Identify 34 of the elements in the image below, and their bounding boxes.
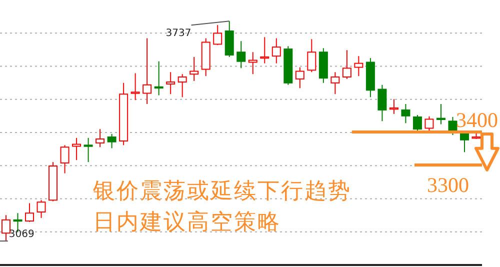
candlestick bbox=[412, 114, 422, 132]
annotation: 3737 bbox=[166, 28, 192, 40]
candlestick bbox=[260, 36, 270, 64]
candlestick bbox=[154, 60, 164, 96]
candlestick bbox=[389, 98, 398, 114]
candlestick bbox=[354, 56, 364, 77]
candlestick bbox=[378, 84, 387, 122]
candlestick bbox=[272, 38, 281, 64]
candlestick bbox=[236, 40, 246, 69]
annotation: 3069 bbox=[8, 229, 34, 240]
candlestick bbox=[213, 24, 222, 46]
candlestick bbox=[130, 72, 140, 101]
candlestick bbox=[142, 38, 152, 105]
candlestick bbox=[84, 137, 93, 163]
candlestick bbox=[224, 20, 234, 58]
candlestick bbox=[96, 128, 105, 148]
candlestick bbox=[190, 56, 199, 82]
candlestick bbox=[448, 116, 458, 136]
candlestick bbox=[60, 144, 70, 174]
candlestick bbox=[342, 50, 352, 80]
candlestick bbox=[25, 202, 34, 222]
candlestick bbox=[36, 200, 46, 218]
candlestick bbox=[307, 38, 316, 73]
candlestick bbox=[295, 66, 304, 89]
candlestick bbox=[166, 72, 176, 95]
candlestick bbox=[401, 104, 410, 124]
candlestick bbox=[330, 72, 340, 95]
annotation: 日内建议高空策略 bbox=[93, 210, 281, 235]
candlestick bbox=[436, 104, 446, 125]
annotation: 银价震荡或延续下行趋势 bbox=[92, 179, 352, 204]
annotation: 3300 bbox=[427, 172, 469, 197]
annotation: 3400 bbox=[456, 108, 498, 132]
candlestick bbox=[107, 133, 116, 149]
candlestick bbox=[178, 74, 187, 98]
